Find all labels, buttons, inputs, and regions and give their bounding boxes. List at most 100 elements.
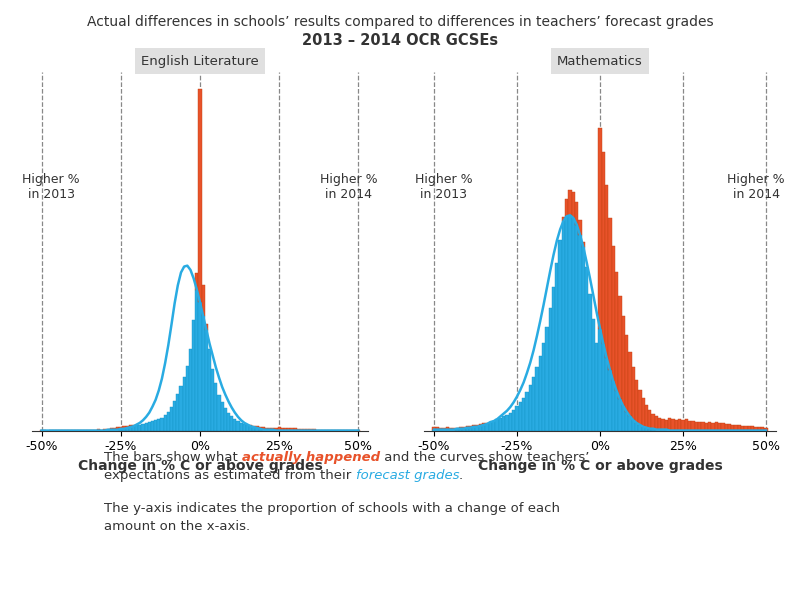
Bar [103, 429, 106, 431]
Bar [651, 414, 654, 429]
Bar [628, 416, 631, 431]
Bar [478, 426, 482, 431]
Text: Higher %
in 2014: Higher % in 2014 [727, 173, 785, 200]
Bar [665, 420, 668, 429]
Bar [202, 285, 205, 316]
Bar [489, 422, 492, 431]
Bar [310, 429, 313, 431]
Bar [198, 89, 202, 303]
Bar [195, 289, 198, 431]
Bar [313, 429, 316, 431]
Bar [214, 383, 218, 431]
Bar [347, 430, 350, 431]
Bar [432, 427, 436, 429]
X-axis label: Change in % C or above grades: Change in % C or above grades [478, 459, 722, 473]
Bar [575, 202, 578, 225]
Bar [582, 242, 585, 248]
Bar [119, 429, 122, 431]
Bar [645, 405, 648, 428]
Bar [569, 190, 572, 215]
Text: forecast grades: forecast grades [355, 469, 459, 483]
Bar [449, 428, 452, 429]
Bar [486, 423, 489, 424]
Bar [598, 129, 602, 328]
Bar [595, 343, 598, 431]
Bar [618, 399, 622, 431]
Bar [459, 427, 462, 429]
Bar [106, 430, 110, 431]
Bar [90, 430, 94, 431]
Bar [748, 426, 751, 431]
Bar [122, 429, 126, 431]
Title: English Literature: English Literature [141, 55, 259, 68]
Bar [176, 394, 179, 431]
Bar [708, 422, 711, 431]
Bar [160, 418, 163, 431]
Bar [558, 240, 562, 431]
Bar [126, 428, 129, 431]
Bar [116, 427, 119, 430]
Bar [654, 416, 658, 429]
Bar [602, 344, 605, 431]
Bar [319, 430, 322, 431]
Bar [316, 430, 319, 431]
Bar [240, 423, 242, 431]
Bar [110, 428, 113, 430]
Bar [475, 427, 478, 431]
Bar [578, 235, 582, 431]
Bar [565, 216, 569, 431]
Bar [442, 429, 446, 431]
Bar [265, 430, 268, 431]
Bar [764, 428, 768, 431]
Bar [436, 429, 439, 431]
Bar [94, 430, 97, 431]
Bar [674, 420, 678, 431]
Bar [173, 401, 176, 431]
Bar [718, 423, 722, 431]
Bar [469, 428, 472, 431]
Bar [43, 430, 46, 431]
Bar [535, 367, 538, 431]
Bar [87, 430, 90, 431]
Bar [53, 430, 56, 431]
Bar [306, 429, 310, 431]
Bar [555, 264, 558, 431]
Bar [322, 430, 326, 431]
Bar [722, 423, 725, 431]
Bar [237, 421, 240, 431]
Bar [455, 429, 459, 431]
Bar [562, 217, 565, 221]
Bar [439, 429, 442, 431]
Bar [446, 429, 449, 431]
Bar [512, 410, 515, 431]
Bar [509, 413, 512, 431]
Bar [452, 429, 455, 431]
Bar [605, 358, 608, 431]
Bar [575, 225, 578, 431]
Text: expectations as estimated from their: expectations as estimated from their [104, 469, 355, 483]
Bar [116, 430, 119, 431]
Bar [668, 418, 671, 431]
Bar [728, 424, 731, 431]
Bar [455, 428, 459, 429]
Bar [472, 425, 475, 427]
Bar [751, 426, 754, 431]
Bar [598, 328, 602, 431]
Bar [452, 428, 455, 429]
Bar [436, 427, 439, 429]
Bar [113, 430, 116, 431]
Bar [357, 430, 360, 431]
Bar [702, 422, 705, 431]
Bar [638, 390, 642, 425]
Bar [482, 425, 486, 431]
Bar [265, 428, 268, 430]
Bar [205, 324, 208, 329]
Bar [252, 427, 255, 431]
Bar [145, 423, 148, 431]
Bar [711, 423, 714, 431]
Bar [290, 428, 294, 431]
Bar [78, 430, 81, 431]
Bar [506, 414, 509, 431]
Bar [628, 352, 631, 416]
Bar [562, 221, 565, 431]
